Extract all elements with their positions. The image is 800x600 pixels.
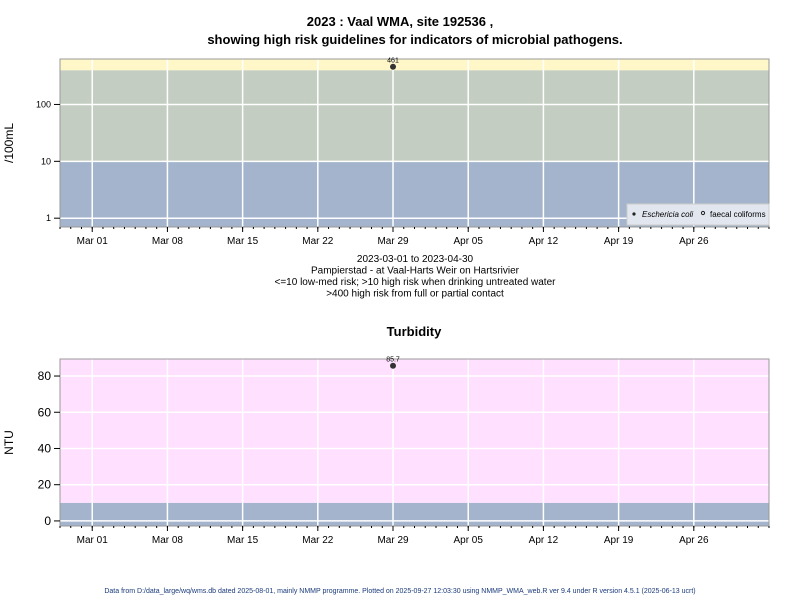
chart-title: 2023 : Vaal WMA, site 192536 , [307, 14, 493, 29]
risk-band [60, 359, 769, 503]
x-tick-label: Mar 22 [302, 236, 334, 247]
legend-box [626, 203, 770, 226]
x-tick-label: Mar 08 [152, 236, 184, 247]
y-tick-label: 100 [36, 99, 51, 109]
chart-title: Turbidity [387, 324, 442, 339]
x-tick-label: Apr 26 [679, 236, 709, 247]
x-tick-label: Mar 01 [77, 236, 109, 247]
x-tick-label: Apr 19 [604, 535, 634, 546]
y-tick-label: 10 [41, 156, 51, 166]
y-tick-label: 1 [46, 213, 51, 223]
risk-band [60, 502, 769, 526]
data-point [390, 362, 397, 369]
y-axis-label: /100mL [2, 123, 16, 163]
chart-title: showing high risk guidelines for indicat… [207, 32, 622, 47]
y-tick-label: 20 [38, 478, 52, 492]
y-tick-label: 40 [38, 441, 52, 455]
footer-note: Data from D:/data_large/wq/wms.db dated … [104, 588, 696, 595]
subtitle-line: 2023-03-01 to 2023-04-30 [357, 254, 474, 265]
x-tick-label: Mar 15 [227, 236, 259, 247]
x-tick-label: Apr 05 [453, 236, 483, 247]
x-tick-label: Apr 19 [604, 236, 634, 247]
x-tick-label: Apr 12 [529, 535, 559, 546]
y-axis-label: NTU [2, 430, 16, 455]
data-point [390, 63, 397, 70]
x-tick-label: Mar 15 [227, 535, 259, 546]
data-label: 461 [387, 58, 399, 65]
subtitle-line: >400 high risk from full or partial cont… [326, 289, 504, 300]
x-tick-label: Mar 01 [77, 535, 109, 546]
x-tick-label: Mar 29 [377, 535, 409, 546]
x-tick-label: Apr 12 [529, 236, 559, 247]
x-tick-label: Apr 26 [679, 535, 709, 546]
subtitle-line: Pampierstad - at Vaal-Harts Weir on Hart… [311, 266, 520, 277]
x-tick-label: Mar 08 [152, 535, 184, 546]
risk-band [60, 70, 769, 162]
data-label: 85.7 [386, 357, 400, 364]
y-tick-label: 80 [38, 369, 52, 383]
legend-marker-filled [632, 212, 636, 216]
y-tick-label: 0 [44, 514, 51, 528]
legend [626, 203, 770, 226]
subtitle-line: <=10 low-med risk; >10 high risk when dr… [275, 277, 557, 288]
x-tick-label: Mar 22 [302, 535, 334, 546]
y-tick-label: 60 [38, 405, 52, 419]
legend-marker-open [700, 210, 706, 216]
legend-label: faecal coliforms [710, 210, 766, 219]
x-tick-label: Apr 05 [453, 535, 483, 546]
risk-band [60, 59, 769, 71]
legend-label: Eschericia coli [642, 210, 693, 219]
x-tick-label: Mar 29 [377, 236, 409, 247]
